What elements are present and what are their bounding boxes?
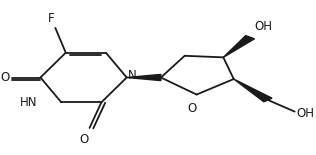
Text: O: O [0, 71, 9, 84]
Polygon shape [223, 36, 254, 57]
Text: OH: OH [296, 107, 314, 120]
Text: OH: OH [254, 20, 272, 33]
Text: N: N [128, 69, 137, 82]
Polygon shape [234, 79, 272, 102]
Text: HN: HN [20, 96, 38, 109]
Polygon shape [127, 74, 161, 81]
Text: O: O [79, 133, 88, 146]
Text: F: F [48, 12, 54, 25]
Text: O: O [187, 102, 197, 115]
